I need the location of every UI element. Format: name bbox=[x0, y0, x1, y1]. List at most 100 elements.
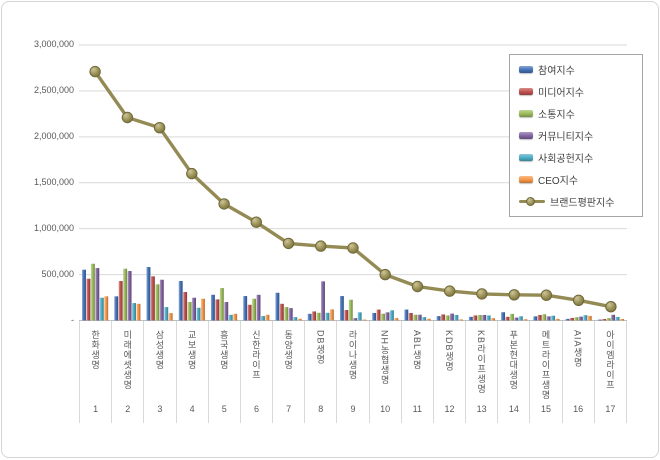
bar-미디어지수 bbox=[247, 304, 252, 321]
bar-사회공헌지수 bbox=[422, 317, 427, 321]
legend-item-social-contribution-index: 사회공헌지수 bbox=[519, 150, 642, 165]
bar-커뮤니티지수 bbox=[417, 314, 422, 321]
category-rank: 4 bbox=[189, 404, 195, 414]
legend: 참여지수 미디어지수 소통지수 커뮤니티지수 사회공헌지수 CEO지수 bbox=[509, 54, 643, 217]
legend-item-community-index: 커뮤니티지수 bbox=[519, 128, 642, 143]
y-tick-label: 2,500,000 bbox=[33, 84, 74, 95]
bar-커뮤니티지수 bbox=[514, 317, 519, 321]
legend-item-communication-index: 소통지수 bbox=[519, 106, 642, 121]
bar-미디어지수 bbox=[408, 312, 413, 321]
bar-미디어지수 bbox=[570, 317, 574, 321]
category-label: ABL생명 bbox=[411, 330, 422, 371]
bar-참여지수 bbox=[372, 312, 377, 321]
category-column: 흥국생명 5 bbox=[207, 321, 240, 423]
line-marker bbox=[282, 237, 295, 250]
bar-커뮤니티지수 bbox=[224, 302, 229, 321]
legend-line-marker-icon bbox=[526, 197, 535, 206]
category-label: 푸본현대생명 bbox=[508, 330, 519, 390]
bar-참여지수 bbox=[468, 316, 473, 321]
category-label: 신한라이프 bbox=[250, 330, 261, 380]
bar-커뮤니티지수 bbox=[256, 294, 261, 321]
category-rank: 8 bbox=[318, 404, 324, 414]
category-rank: 3 bbox=[157, 404, 163, 414]
bar-커뮤니티지수 bbox=[353, 318, 358, 321]
category-rank: 2 bbox=[125, 404, 131, 414]
bar-사회공헌지수 bbox=[583, 315, 588, 321]
category-label: 아이엠라이프 bbox=[604, 330, 615, 390]
bar-소통지수 bbox=[413, 314, 418, 321]
legend-swatch-ceo-index bbox=[519, 176, 533, 183]
line-marker bbox=[153, 122, 166, 134]
category-column: 교보생명 4 bbox=[175, 321, 208, 423]
bar-참여지수 bbox=[114, 296, 119, 321]
bar-참여지수 bbox=[436, 316, 441, 321]
bar-참여지수 bbox=[82, 269, 86, 321]
bar-사회공헌지수 bbox=[486, 315, 491, 321]
bar-참여지수 bbox=[243, 296, 248, 321]
bar-사회공헌지수 bbox=[357, 312, 362, 321]
bar-미디어지수 bbox=[376, 309, 381, 321]
bar-소통지수 bbox=[477, 314, 482, 321]
line-marker bbox=[411, 280, 424, 293]
bar-참여지수 bbox=[210, 294, 215, 321]
bar-커뮤니티지수 bbox=[546, 316, 551, 321]
bar-소통지수 bbox=[316, 312, 321, 321]
bar-CEO지수 bbox=[265, 314, 270, 321]
bar-CEO지수 bbox=[362, 319, 367, 321]
category-column: DB생명 8 bbox=[304, 321, 336, 423]
category-rank: 10 bbox=[380, 404, 391, 414]
bar-미디어지수 bbox=[505, 316, 510, 321]
bar-사회공헌지수 bbox=[99, 297, 104, 321]
y-tick-label: - bbox=[71, 314, 74, 325]
y-tick-label: 500,000 bbox=[41, 268, 74, 279]
bar-미디어지수 bbox=[183, 292, 188, 321]
category-column: 아이엠라이프 17 bbox=[593, 321, 627, 423]
bar-커뮤니티지수 bbox=[127, 271, 132, 321]
bar-소통지수 bbox=[123, 268, 128, 321]
bar-참여지수 bbox=[146, 267, 151, 321]
bar-CEO지수 bbox=[523, 319, 528, 321]
y-tick-label: 1,000,000 bbox=[33, 222, 74, 233]
bar-소통지수 bbox=[219, 288, 224, 321]
legend-line-swatch-icon bbox=[519, 197, 545, 206]
bar-CEO지수 bbox=[136, 303, 141, 321]
bar-참여지수 bbox=[404, 309, 409, 321]
legend-item-brand-reputation-index: 브랜드평판지수 bbox=[519, 194, 642, 209]
bar-커뮤니티지수 bbox=[449, 313, 454, 321]
line-marker bbox=[186, 167, 198, 180]
bar-미디어지수 bbox=[312, 311, 317, 321]
bar-참여지수 bbox=[275, 292, 280, 321]
bar-소통지수 bbox=[187, 302, 192, 321]
category-label: 흥국생명 bbox=[218, 330, 229, 370]
line-marker bbox=[444, 285, 456, 297]
category-column: 라이나생명 9 bbox=[336, 321, 368, 423]
category-rank: 17 bbox=[605, 404, 616, 414]
category-rank: 9 bbox=[350, 404, 356, 414]
bar-소통지수 bbox=[574, 317, 579, 321]
line-marker bbox=[508, 289, 520, 301]
category-label: AIA생명 bbox=[572, 330, 583, 368]
category-column: 신한라이프 6 bbox=[239, 321, 272, 423]
y-tick-label: 1,500,000 bbox=[33, 176, 74, 187]
category-rank: 5 bbox=[221, 404, 227, 414]
bar-사회공헌지수 bbox=[196, 307, 201, 321]
y-tick-label: 3,000,000 bbox=[33, 39, 74, 49]
category-rank: 6 bbox=[253, 404, 259, 414]
bar-커뮤니티지수 bbox=[321, 281, 325, 321]
category-rank: 7 bbox=[286, 404, 292, 414]
legend-label: 참여지수 bbox=[538, 66, 575, 77]
category-label: 한화생명 bbox=[90, 330, 101, 370]
bar-미디어지수 bbox=[537, 314, 542, 321]
bar-참여지수 bbox=[339, 296, 344, 321]
bar-소통지수 bbox=[542, 314, 547, 321]
bar-CEO지수 bbox=[201, 298, 205, 321]
bar-참여지수 bbox=[565, 318, 570, 321]
bar-커뮤니티지수 bbox=[385, 312, 390, 321]
line-marker bbox=[121, 111, 134, 124]
bar-커뮤니티지수 bbox=[611, 314, 616, 321]
category-column: 푸본현대생명 14 bbox=[497, 321, 529, 423]
bar-소통지수 bbox=[510, 313, 514, 321]
bar-미디어지수 bbox=[118, 281, 123, 321]
bar-사회공헌지수 bbox=[454, 314, 459, 321]
